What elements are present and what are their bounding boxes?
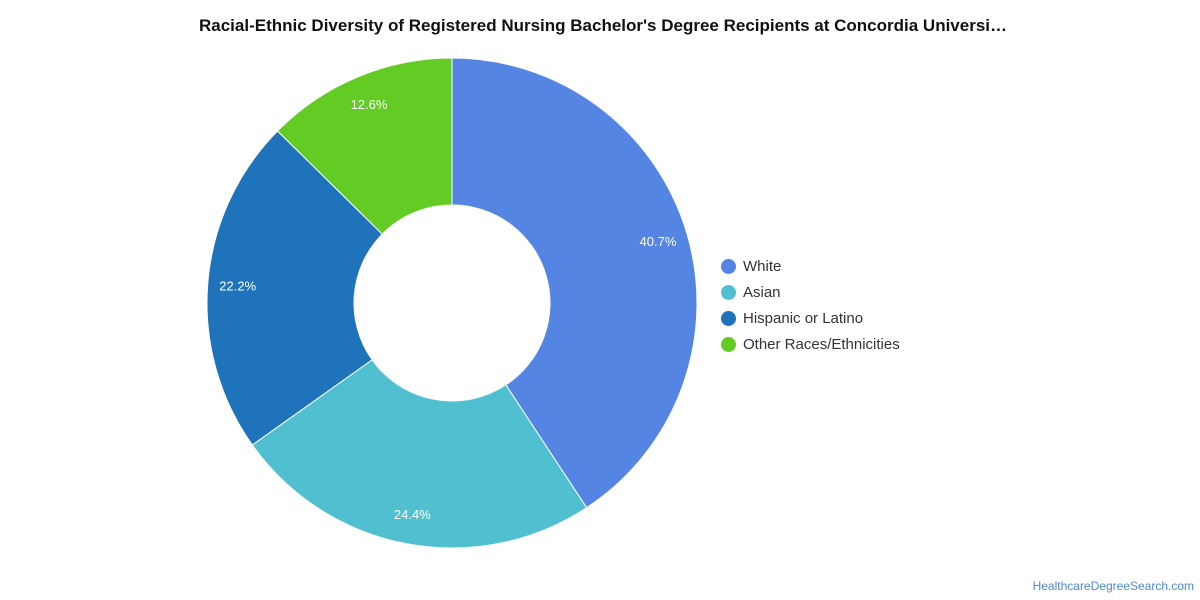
slice-value-label: 22.2% — [219, 278, 256, 293]
donut-slice-asian[interactable] — [251, 359, 588, 549]
slice-value-label: 40.7% — [640, 234, 677, 249]
source-credit-link[interactable]: HealthcareDegreeSearch.com — [1032, 579, 1194, 593]
chart-legend: White Asian Hispanic or Latino Other Races/… — [721, 253, 900, 357]
donut-slice-hispanic-or-latino[interactable] — [206, 130, 383, 446]
chart-title: Racial-Ethnic Diversity of Registered Nu… — [199, 16, 1007, 35]
legend-item[interactable]: White — [721, 253, 900, 279]
legend-swatch-icon — [721, 336, 736, 352]
legend-item[interactable]: Other Races/Ethnicities — [721, 331, 900, 357]
legend-swatch-icon — [721, 258, 736, 274]
legend-item[interactable]: Hispanic or Latino — [721, 305, 900, 331]
legend-swatch-icon — [721, 310, 736, 326]
donut-slice-other-races-ethnicities[interactable] — [276, 57, 453, 235]
legend-item[interactable]: Asian — [721, 279, 900, 305]
legend-swatch-icon — [721, 284, 736, 300]
legend-label: Hispanic or Latino — [743, 309, 864, 327]
legend-label: Other Races/Ethnicities — [743, 335, 900, 353]
legend-label: Asian — [743, 283, 781, 301]
legend-label: White — [743, 257, 782, 275]
slice-value-label: 24.4% — [394, 507, 431, 522]
slice-value-label: 12.6% — [351, 97, 388, 112]
